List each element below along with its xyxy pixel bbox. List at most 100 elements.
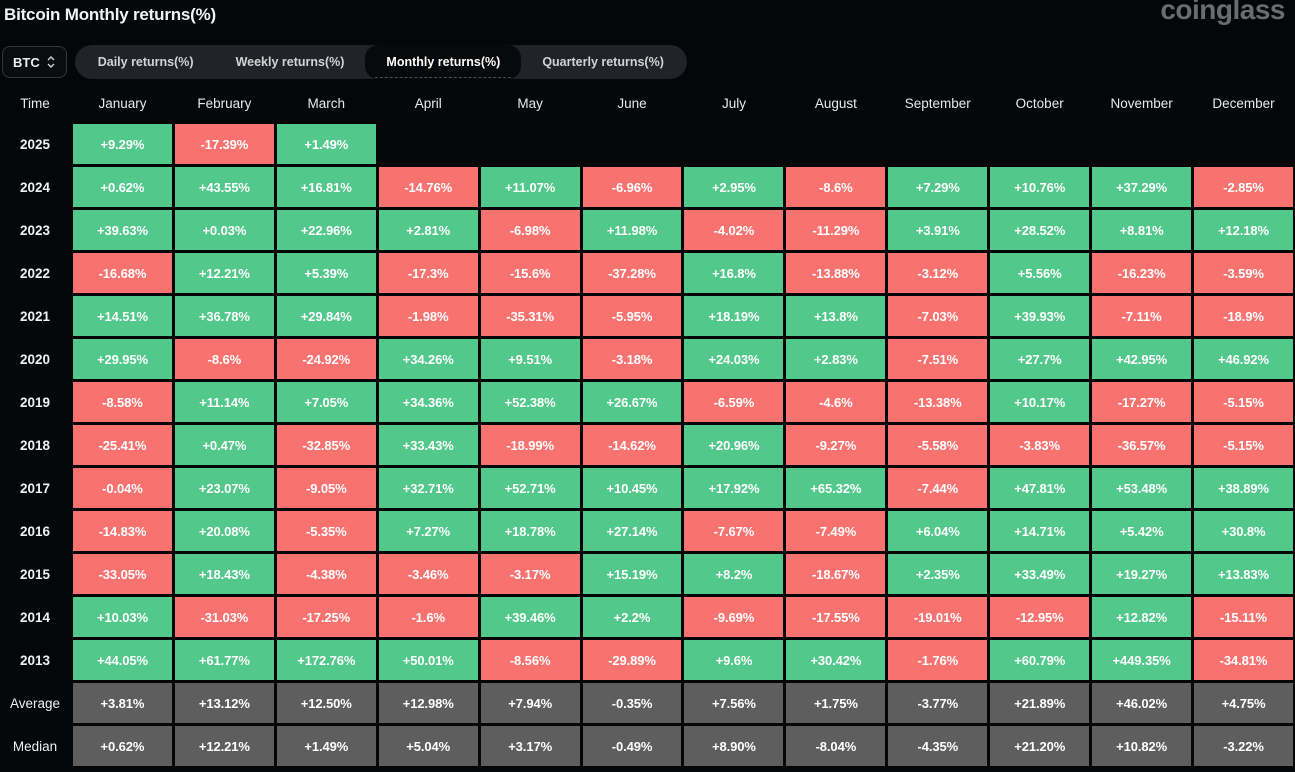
tab-daily-returns[interactable]: Daily returns(%): [97, 55, 194, 69]
row-label: 2021: [19, 308, 51, 324]
month-column-header: May: [517, 95, 543, 111]
return-cell: -37.28%: [582, 253, 682, 293]
return-cell: -7.49%: [786, 511, 886, 551]
row-label: 2015: [19, 566, 51, 582]
return-cell: +16.81%: [276, 167, 376, 207]
return-cell: -5.15%: [1194, 425, 1293, 465]
return-cell: -8.6%: [174, 339, 274, 379]
return-cell: -7.51%: [888, 339, 988, 379]
return-cell: -13.38%: [888, 382, 988, 422]
return-cell: +60.79%: [990, 640, 1090, 680]
return-cell: +50.01%: [378, 640, 478, 680]
coin-select-value: BTC: [13, 54, 40, 70]
return-cell: -11.29%: [786, 210, 886, 250]
return-cell: -24.92%: [276, 339, 376, 379]
return-cell: +16.8%: [684, 253, 784, 293]
return-cell: -18.9%: [1194, 296, 1293, 336]
return-cell: +5.39%: [276, 253, 376, 293]
return-cell: -4.02%: [684, 210, 784, 250]
empty-cell: [1194, 124, 1293, 164]
page-title: Bitcoin Monthly returns(%): [4, 5, 217, 24]
return-cell: +7.94%: [480, 683, 580, 723]
return-cell: +12.98%: [378, 683, 478, 723]
return-cell: -9.05%: [276, 468, 376, 508]
return-cell: +6.04%: [888, 511, 988, 551]
return-cell: +449.35%: [1092, 640, 1192, 680]
return-cell: +44.05%: [73, 640, 172, 680]
return-cell: +10.03%: [73, 597, 172, 637]
return-cell: -36.57%: [1092, 425, 1192, 465]
return-cell: -14.76%: [378, 167, 478, 207]
return-cell: -34.81%: [1194, 640, 1293, 680]
return-cell: +2.83%: [786, 339, 886, 379]
tab-weekly-returns[interactable]: Weekly returns(%): [235, 55, 345, 69]
return-cell: -2.85%: [1194, 167, 1293, 207]
return-cell: +12.50%: [276, 683, 376, 723]
return-cell: -3.22%: [1194, 726, 1293, 766]
return-cell: +11.07%: [480, 167, 580, 207]
return-cell: +7.27%: [378, 511, 478, 551]
return-cell: +7.56%: [684, 683, 784, 723]
return-cell: -17.39%: [174, 124, 274, 164]
return-cell: +10.17%: [990, 382, 1090, 422]
return-cell: -3.83%: [990, 425, 1090, 465]
return-cell: +20.96%: [684, 425, 784, 465]
return-cell: +34.36%: [378, 382, 478, 422]
return-cell: -17.27%: [1092, 382, 1192, 422]
return-cell: -32.85%: [276, 425, 376, 465]
return-cell: +14.51%: [73, 296, 172, 336]
return-cell: +10.82%: [1092, 726, 1192, 766]
return-cell: +18.43%: [174, 554, 274, 594]
return-cell: -8.56%: [480, 640, 580, 680]
return-cell: +1.49%: [276, 726, 376, 766]
return-cell: +5.56%: [990, 253, 1090, 293]
return-cell: +46.92%: [1194, 339, 1293, 379]
month-column-header: August: [814, 95, 857, 111]
return-cell: +3.17%: [480, 726, 580, 766]
return-cell: +4.75%: [1194, 683, 1293, 723]
return-cell: +30.8%: [1194, 511, 1293, 551]
return-cell: -16.23%: [1092, 253, 1192, 293]
return-cell: -6.96%: [582, 167, 682, 207]
tab-monthly-returns[interactable]: Monthly returns(%): [365, 45, 522, 79]
period-tabs: Daily returns(%) Weekly returns(%) Month…: [74, 45, 687, 79]
return-cell: -0.04%: [73, 468, 172, 508]
return-cell: +13.12%: [174, 683, 274, 723]
month-column-header: April: [414, 95, 442, 111]
return-cell: +39.46%: [480, 597, 580, 637]
return-cell: +23.07%: [174, 468, 274, 508]
return-cell: +53.48%: [1092, 468, 1192, 508]
return-cell: -3.18%: [582, 339, 682, 379]
tab-quarterly-returns[interactable]: Quarterly returns(%): [542, 55, 664, 69]
return-cell: +10.76%: [990, 167, 1090, 207]
return-cell: -25.41%: [73, 425, 172, 465]
empty-cell: [583, 124, 682, 164]
return-cell: -5.95%: [582, 296, 682, 336]
return-cell: +5.04%: [378, 726, 478, 766]
return-cell: -4.6%: [786, 382, 886, 422]
return-cell: -17.55%: [786, 597, 886, 637]
return-cell: -15.11%: [1194, 597, 1293, 637]
return-cell: +11.98%: [582, 210, 682, 250]
return-cell: -33.05%: [73, 554, 172, 594]
empty-cell: [990, 124, 1089, 164]
return-cell: -13.88%: [786, 253, 886, 293]
return-cell: +38.89%: [1194, 468, 1293, 508]
return-cell: -7.03%: [888, 296, 988, 336]
month-column-header: October: [1015, 95, 1064, 111]
coin-select[interactable]: BTC: [2, 46, 67, 78]
return-cell: +22.96%: [276, 210, 376, 250]
return-cell: -3.12%: [888, 253, 988, 293]
return-cell: +47.81%: [990, 468, 1090, 508]
return-cell: +12.21%: [174, 726, 274, 766]
return-cell: -18.67%: [786, 554, 886, 594]
title-bar: Bitcoin Monthly returns(%) coinglass: [0, 0, 1295, 40]
return-cell: +2.2%: [582, 597, 682, 637]
return-cell: +21.20%: [990, 726, 1090, 766]
controls-row: BTC Daily returns(%) Weekly returns(%) M…: [2, 45, 687, 79]
return-cell: -17.3%: [378, 253, 478, 293]
return-cell: -7.67%: [684, 511, 784, 551]
return-cell: -5.15%: [1194, 382, 1293, 422]
return-cell: +33.43%: [378, 425, 478, 465]
